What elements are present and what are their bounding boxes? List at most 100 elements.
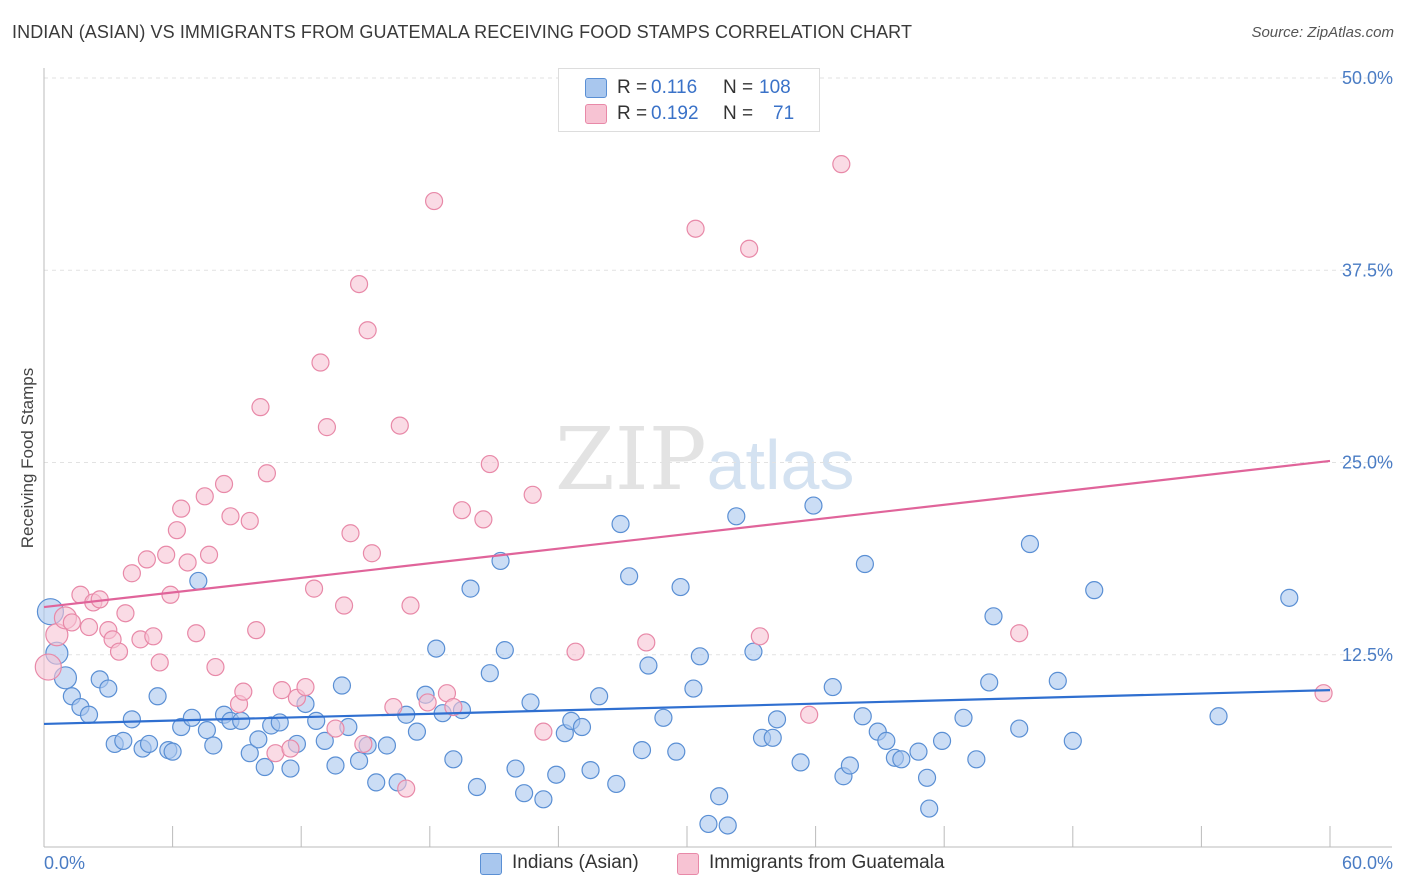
point-immigrants-guatemala — [167, 521, 186, 540]
point-indians-asian — [932, 731, 952, 750]
bottom-legend-swatch-blue — [480, 853, 502, 875]
point-indians-asian — [326, 756, 345, 775]
point-immigrants-guatemala — [686, 219, 705, 238]
point-immigrants-guatemala — [452, 501, 472, 520]
point-immigrants-guatemala — [172, 499, 191, 518]
legend-n-label: N = — [723, 77, 754, 98]
trend-line-immigrants-guatemala — [43, 459, 1331, 609]
x-tick-label-max: 60.0% — [1342, 853, 1393, 873]
point-immigrants-guatemala — [234, 682, 253, 701]
point-indians-asian — [163, 742, 182, 761]
y-tick-label: 12.5% — [1342, 645, 1393, 665]
legend-r-value: 0.116 — [651, 77, 698, 98]
point-indians-asian — [139, 734, 159, 754]
legend-swatch-blue — [585, 78, 607, 98]
y-tick-label: 25.0% — [1342, 453, 1393, 473]
series-immigrants-guatemala — [34, 155, 1333, 798]
point-indians-asian — [611, 514, 630, 534]
point-indians-asian — [249, 730, 268, 749]
point-immigrants-guatemala — [534, 722, 553, 741]
point-immigrants-guatemala — [195, 487, 214, 506]
point-immigrants-guatemala — [326, 719, 345, 738]
point-indians-asian — [917, 768, 937, 787]
point-indians-asian — [581, 760, 600, 780]
point-indians-asian — [823, 677, 842, 697]
correlation-legend: R = 0.116 N = 108 R = 0.192 N = 71 — [558, 68, 820, 132]
point-indians-asian — [515, 784, 534, 803]
trend-lines — [43, 459, 1331, 726]
point-immigrants-guatemala — [523, 485, 542, 504]
point-immigrants-guatemala — [161, 585, 180, 604]
point-immigrants-guatemala — [257, 464, 277, 483]
gridlines — [44, 77, 1392, 656]
tick-labels: 12.5% 25.0% 37.5% 50.0% 0.0% 60.0% — [44, 68, 1393, 873]
point-indians-asian — [367, 773, 386, 792]
point-indians-asian — [791, 753, 810, 772]
point-immigrants-guatemala — [266, 744, 285, 763]
point-indians-asian — [690, 647, 709, 666]
point-immigrants-guatemala — [240, 511, 259, 531]
watermark-atlas: atlas — [706, 426, 855, 504]
watermark: ZIPatlas — [555, 410, 854, 510]
point-immigrants-guatemala — [187, 624, 206, 643]
point-indians-asian — [920, 799, 939, 818]
point-indians-asian — [1048, 671, 1067, 690]
point-indians-asian — [699, 814, 718, 834]
point-immigrants-guatemala — [178, 553, 197, 572]
point-immigrants-guatemala — [566, 642, 585, 661]
point-indians-asian — [114, 731, 133, 750]
point-indians-asian — [232, 711, 251, 730]
point-indians-asian — [349, 751, 369, 770]
point-indians-asian — [654, 708, 673, 727]
point-indians-asian — [99, 679, 118, 698]
point-immigrants-guatemala — [390, 416, 409, 435]
point-immigrants-guatemala — [358, 321, 377, 340]
point-immigrants-guatemala — [1010, 624, 1029, 643]
point-immigrants-guatemala — [397, 779, 416, 798]
point-indians-asian — [307, 711, 326, 730]
y-tick-label: 50.0% — [1342, 68, 1393, 88]
point-indians-asian — [590, 687, 609, 706]
point-indians-asian — [240, 744, 259, 763]
point-indians-asian — [877, 731, 896, 750]
point-immigrants-guatemala — [137, 550, 156, 569]
point-indians-asian — [763, 728, 782, 747]
point-indians-asian — [547, 765, 566, 784]
point-indians-asian — [197, 721, 216, 740]
point-immigrants-guatemala — [637, 633, 656, 652]
legend-r-label: R = — [617, 103, 648, 124]
point-indians-asian — [1010, 719, 1029, 738]
chart-title: INDIAN (ASIAN) VS IMMIGRANTS FROM GUATEM… — [12, 22, 913, 42]
point-indians-asian — [632, 741, 652, 760]
point-indians-asian — [281, 759, 300, 778]
point-immigrants-guatemala — [1314, 684, 1333, 703]
point-indians-asian — [767, 710, 787, 729]
point-indians-asian — [332, 676, 352, 695]
point-immigrants-guatemala — [109, 642, 129, 661]
point-immigrants-guatemala — [401, 596, 420, 615]
watermark-zip: ZIP — [555, 410, 707, 510]
point-indians-asian — [1085, 581, 1104, 600]
point-immigrants-guatemala — [480, 454, 499, 474]
point-indians-asian — [461, 579, 480, 598]
point-immigrants-guatemala — [206, 657, 225, 677]
point-indians-asian — [855, 554, 874, 574]
point-indians-asian — [967, 750, 986, 769]
point-indians-asian — [804, 496, 823, 515]
point-indians-asian — [984, 607, 1003, 626]
point-indians-asian — [853, 707, 872, 726]
point-indians-asian — [182, 708, 201, 727]
point-immigrants-guatemala — [341, 524, 360, 543]
point-indians-asian — [270, 713, 289, 732]
point-indians-asian — [572, 717, 592, 737]
point-indians-asian — [639, 656, 658, 675]
legend-n-label: N = — [723, 103, 754, 124]
axes — [43, 68, 1392, 848]
point-immigrants-guatemala — [362, 544, 382, 563]
point-immigrants-guatemala — [740, 239, 759, 258]
point-indians-asian — [407, 722, 427, 741]
point-immigrants-guatemala — [304, 579, 324, 598]
point-immigrants-guatemala — [116, 604, 135, 623]
point-indians-asian — [122, 710, 141, 729]
